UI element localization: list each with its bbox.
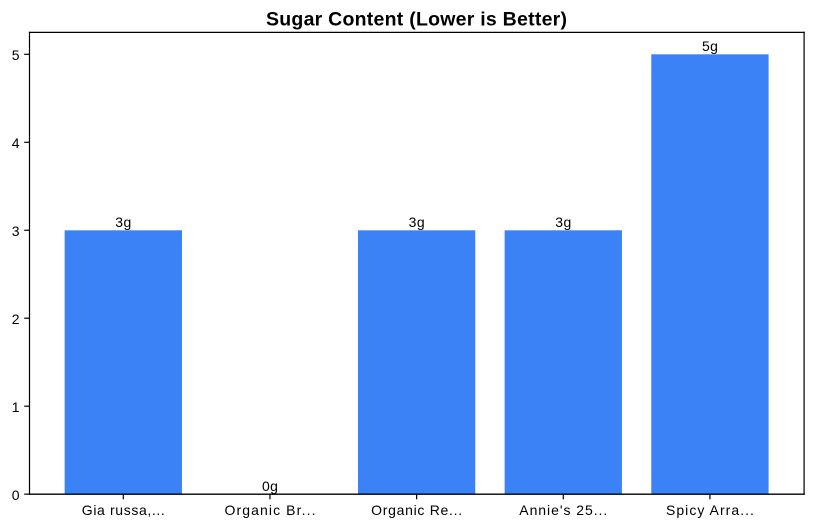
svg-text:3g: 3g [115, 214, 131, 230]
svg-text:0: 0 [12, 487, 20, 503]
svg-text:Organic Re...: Organic Re... [371, 502, 462, 518]
svg-text:5g: 5g [702, 38, 718, 54]
svg-text:Sugar Content (Lower is Better: Sugar Content (Lower is Better) [266, 9, 567, 31]
svg-text:2: 2 [12, 311, 20, 327]
svg-text:0g: 0g [262, 478, 278, 494]
svg-text:3g: 3g [409, 214, 425, 230]
svg-text:5: 5 [12, 47, 20, 63]
svg-text:Spicy Arra...: Spicy Arra... [666, 502, 754, 518]
svg-text:Gia russa,...: Gia russa,... [82, 502, 165, 518]
svg-text:4: 4 [12, 135, 20, 151]
svg-text:Organic Br...: Organic Br... [224, 502, 315, 518]
svg-text:Annie's 25...: Annie's 25... [519, 502, 607, 518]
svg-text:3: 3 [12, 223, 20, 239]
svg-text:1: 1 [12, 399, 20, 415]
svg-text:3g: 3g [555, 214, 571, 230]
